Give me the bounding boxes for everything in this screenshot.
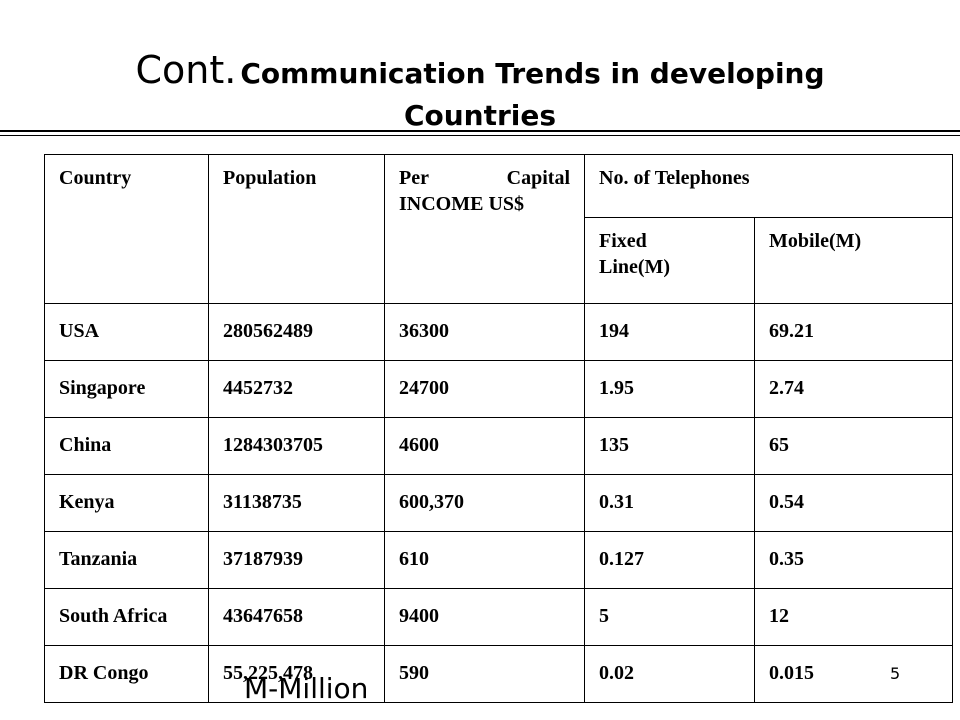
table-row: USA 280562489 36300 194 69.21 bbox=[44, 303, 953, 361]
cell-country: DR Congo bbox=[44, 645, 209, 703]
cell-mobile: 12 bbox=[754, 588, 953, 646]
cell-income: 9400 bbox=[384, 588, 585, 646]
cell-fixed: 0.02 bbox=[584, 645, 755, 703]
title-second-line: Countries bbox=[403, 99, 557, 132]
slide-title: Cont. Communication Trends in developing bbox=[0, 48, 960, 92]
header-fixed-line2: Line(M) bbox=[599, 255, 671, 278]
cell-population: 280562489 bbox=[208, 303, 385, 361]
header-mobile: Mobile(M) bbox=[754, 216, 953, 305]
cell-fixed: 135 bbox=[584, 417, 755, 475]
subheader-row: Fixed Line(M) Mobile(M) bbox=[45, 216, 953, 305]
cell-country: Kenya bbox=[44, 474, 209, 532]
table-row: DR Congo 55,225,478 590 0.02 0.015 bbox=[44, 645, 953, 703]
table-row: Kenya 31138735 600,370 0.31 0.54 bbox=[44, 474, 953, 532]
cell-country: China bbox=[44, 417, 209, 475]
cell-mobile: 0.35 bbox=[754, 531, 953, 589]
cell-mobile: 69.21 bbox=[754, 303, 953, 361]
cell-fixed: 5 bbox=[584, 588, 755, 646]
title-main: Communication Trends in developing bbox=[240, 57, 825, 90]
title-rule-thick bbox=[0, 130, 960, 132]
cell-country: Singapore bbox=[44, 360, 209, 418]
table-row: Singapore 4452732 24700 1.95 2.74 bbox=[44, 360, 953, 418]
header-fixed-line1: Fixed bbox=[599, 229, 647, 252]
cell-population: 55,225,478 bbox=[208, 645, 385, 703]
cell-mobile: 0.54 bbox=[754, 474, 953, 532]
header-telephones: No. of Telephones bbox=[584, 154, 953, 218]
cell-income: 36300 bbox=[384, 303, 585, 361]
cell-fixed: 0.31 bbox=[584, 474, 755, 532]
cell-income: 590 bbox=[384, 645, 585, 703]
cell-country: Tanzania bbox=[44, 531, 209, 589]
header-population: Population bbox=[208, 154, 385, 304]
page-number: 5 bbox=[890, 664, 901, 683]
cell-income: 4600 bbox=[384, 417, 585, 475]
cell-population: 4452732 bbox=[208, 360, 385, 418]
cell-fixed: 0.127 bbox=[584, 531, 755, 589]
header-income: Per Capital INCOME US$ bbox=[384, 154, 585, 304]
cell-income: 24700 bbox=[384, 360, 585, 418]
header-income-line2: INCOME US$ bbox=[399, 193, 525, 215]
cell-population: 31138735 bbox=[208, 474, 385, 532]
header-row: Country Population Per Capital INCOME US… bbox=[44, 154, 953, 304]
cell-population: 37187939 bbox=[208, 531, 385, 589]
table-row: South Africa 43647658 9400 5 12 bbox=[44, 588, 953, 646]
cell-fixed: 194 bbox=[584, 303, 755, 361]
title-prefix: Cont. bbox=[135, 48, 237, 92]
cell-income: 610 bbox=[384, 531, 585, 589]
cell-mobile: 2.74 bbox=[754, 360, 953, 418]
cell-country: USA bbox=[44, 303, 209, 361]
cell-population: 43647658 bbox=[208, 588, 385, 646]
footnote: M-Million bbox=[244, 672, 369, 705]
header-income-word2: Capital bbox=[506, 167, 570, 189]
header-country: Country bbox=[44, 154, 209, 304]
cell-mobile: 65 bbox=[754, 417, 953, 475]
title-rule-thin bbox=[0, 135, 960, 136]
communication-table: Country Population Per Capital INCOME US… bbox=[44, 154, 953, 703]
header-fixed-line: Fixed Line(M) bbox=[584, 216, 755, 305]
cell-income: 600,370 bbox=[384, 474, 585, 532]
cell-country: South Africa bbox=[44, 588, 209, 646]
cell-fixed: 1.95 bbox=[584, 360, 755, 418]
table-row: Tanzania 37187939 610 0.127 0.35 bbox=[44, 531, 953, 589]
table-row: China 1284303705 4600 135 65 bbox=[44, 417, 953, 475]
cell-mobile: 0.015 bbox=[754, 645, 953, 703]
header-income-word1: Per bbox=[399, 167, 429, 189]
cell-population: 1284303705 bbox=[208, 417, 385, 475]
